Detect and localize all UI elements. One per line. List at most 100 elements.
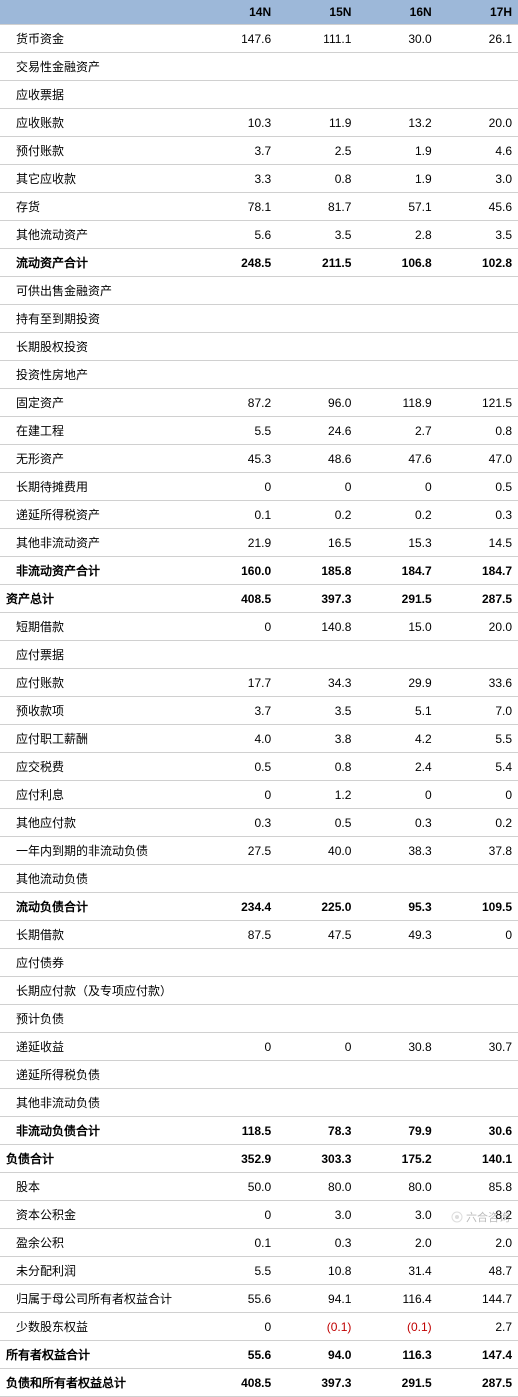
row-label: 应付票据 [0, 641, 197, 669]
row-value [357, 361, 437, 389]
row-label: 非流动负债合计 [0, 1117, 197, 1145]
row-value: 106.8 [357, 249, 437, 277]
row-value: 50.0 [197, 1173, 277, 1201]
row-value: 0.8 [277, 165, 357, 193]
header-period-col: 17H [438, 0, 518, 25]
row-value [438, 641, 518, 669]
row-value: 408.5 [197, 1369, 277, 1397]
row-value [357, 1005, 437, 1033]
row-label: 非流动资产合计 [0, 557, 197, 585]
row-label: 流动负债合计 [0, 893, 197, 921]
row-value [197, 305, 277, 333]
table-row: 其他非流动资产21.916.515.314.5 [0, 529, 518, 557]
row-label: 其他非流动负债 [0, 1089, 197, 1117]
row-value [438, 865, 518, 893]
row-value: 15.3 [357, 529, 437, 557]
table-row: 短期借款0140.815.020.0 [0, 613, 518, 641]
row-value: 1.9 [357, 165, 437, 193]
row-value: 0.1 [197, 1229, 277, 1257]
row-value: 14.5 [438, 529, 518, 557]
row-label: 其他非流动资产 [0, 529, 197, 557]
row-label: 长期借款 [0, 921, 197, 949]
row-value [277, 81, 357, 109]
row-value: 5.5 [197, 417, 277, 445]
row-value [438, 277, 518, 305]
table-row: 非流动资产合计160.0185.8184.7184.7 [0, 557, 518, 585]
table-row: 盈余公积0.10.32.02.0 [0, 1229, 518, 1257]
row-label: 应付债券 [0, 949, 197, 977]
row-label: 固定资产 [0, 389, 197, 417]
row-value: 2.4 [357, 753, 437, 781]
row-value [197, 1061, 277, 1089]
row-label: 负债和所有者权益总计 [0, 1369, 197, 1397]
row-value: 211.5 [277, 249, 357, 277]
row-value: 94.0 [277, 1341, 357, 1369]
row-value [197, 865, 277, 893]
row-value: 15.0 [357, 613, 437, 641]
table-row: 预收款项3.73.55.17.0 [0, 697, 518, 725]
row-value: 1.2 [277, 781, 357, 809]
row-label: 可供出售金融资产 [0, 277, 197, 305]
row-value [357, 1061, 437, 1089]
row-value [357, 865, 437, 893]
table-row: 应收票据 [0, 81, 518, 109]
row-value: 87.5 [197, 921, 277, 949]
row-value: 87.2 [197, 389, 277, 417]
row-value: 2.0 [357, 1229, 437, 1257]
table-row: 资产总计408.5397.3291.5287.5 [0, 585, 518, 613]
row-value: 3.5 [438, 221, 518, 249]
row-label: 应付利息 [0, 781, 197, 809]
row-value: 2.7 [438, 1313, 518, 1341]
row-value: 0 [357, 781, 437, 809]
table-row: 投资性房地产 [0, 361, 518, 389]
row-value: 0.5 [197, 753, 277, 781]
row-value [197, 641, 277, 669]
table-body: 货币资金147.6111.130.026.1交易性金融资产应收票据应收账款10.… [0, 25, 518, 1397]
row-value: 0.2 [438, 809, 518, 837]
row-value: 408.5 [197, 585, 277, 613]
row-label: 存货 [0, 193, 197, 221]
row-value: 2.8 [357, 221, 437, 249]
row-label: 短期借款 [0, 613, 197, 641]
row-label: 负债合计 [0, 1145, 197, 1173]
row-value: 0 [197, 781, 277, 809]
row-value: 11.9 [277, 109, 357, 137]
row-value: 0 [197, 613, 277, 641]
row-value [438, 949, 518, 977]
row-value: 57.1 [357, 193, 437, 221]
row-value: 7.0 [438, 697, 518, 725]
row-value: 140.8 [277, 613, 357, 641]
row-value: 20.0 [438, 109, 518, 137]
row-value: 34.3 [277, 669, 357, 697]
table-row: 交易性金融资产 [0, 53, 518, 81]
row-label: 其他流动负债 [0, 865, 197, 893]
table-row: 其他非流动负债 [0, 1089, 518, 1117]
row-value: 3.0 [277, 1201, 357, 1229]
row-value: 10.8 [277, 1257, 357, 1285]
row-value: 29.9 [357, 669, 437, 697]
row-label: 预收款项 [0, 697, 197, 725]
row-value: 102.8 [438, 249, 518, 277]
table-row: 归属于母公司所有者权益合计55.694.1116.4144.7 [0, 1285, 518, 1313]
row-value: 0.3 [197, 809, 277, 837]
row-label: 资本公积金 [0, 1201, 197, 1229]
row-label: 应付账款 [0, 669, 197, 697]
row-value: 21.9 [197, 529, 277, 557]
row-value: 45.3 [197, 445, 277, 473]
row-value: 2.5 [277, 137, 357, 165]
table-row: 递延所得税资产0.10.20.20.3 [0, 501, 518, 529]
table-row: 应付票据 [0, 641, 518, 669]
row-value [197, 277, 277, 305]
row-label: 应付职工薪酬 [0, 725, 197, 753]
row-value: 94.1 [277, 1285, 357, 1313]
row-value [277, 333, 357, 361]
row-value: 397.3 [277, 1369, 357, 1397]
row-value [277, 977, 357, 1005]
row-value: 96.0 [277, 389, 357, 417]
row-value: 116.4 [357, 1285, 437, 1313]
row-value: 111.1 [277, 25, 357, 53]
row-value [197, 977, 277, 1005]
row-value: 95.3 [357, 893, 437, 921]
row-value: 48.6 [277, 445, 357, 473]
row-value: 140.1 [438, 1145, 518, 1173]
